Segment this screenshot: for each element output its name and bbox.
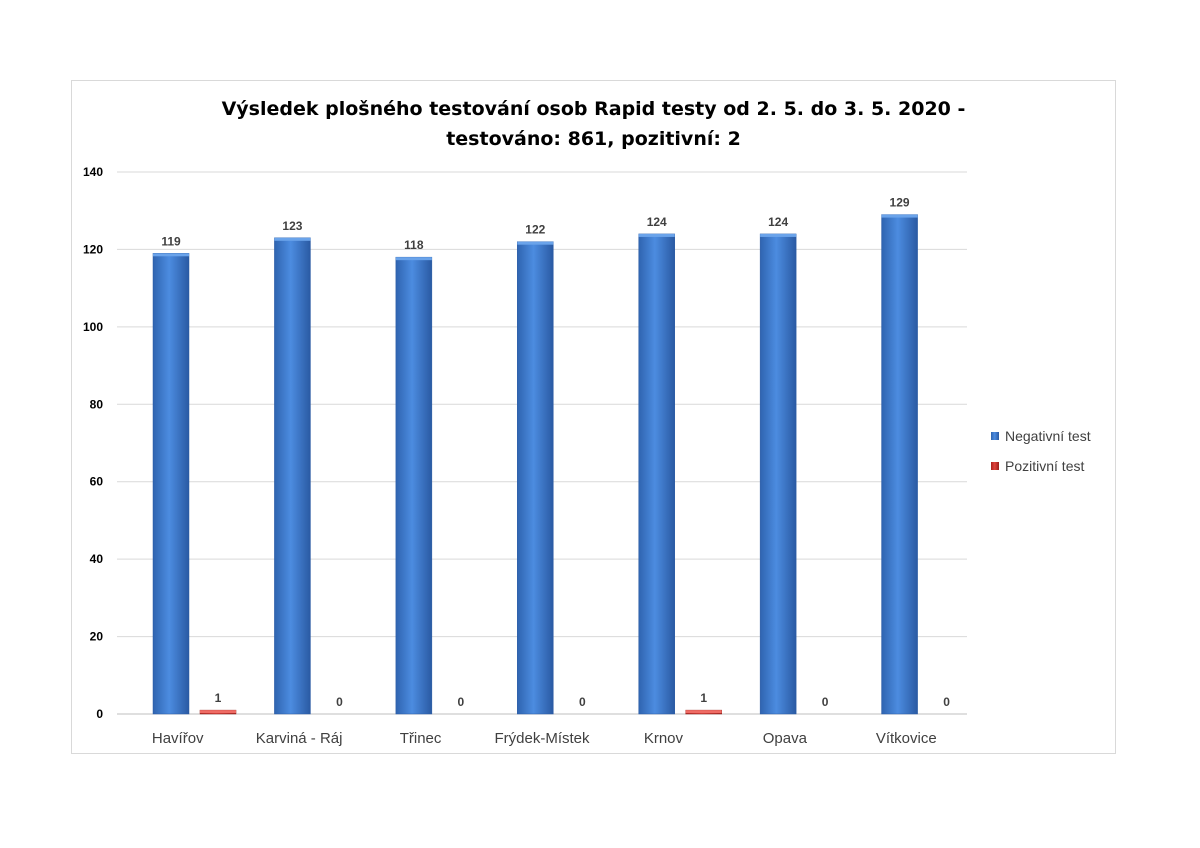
data-label: 0	[579, 695, 586, 709]
y-tick-label: 80	[90, 397, 104, 411]
bar-cap	[395, 257, 432, 261]
y-tick-label: 0	[96, 707, 103, 721]
bar-cap	[153, 253, 189, 257]
y-tick-label: 20	[90, 630, 104, 644]
data-label: 1	[700, 691, 707, 705]
data-label: 123	[282, 219, 302, 233]
legend-swatch	[991, 462, 999, 470]
chart-title-line-2: testováno: 861, pozitivní: 2	[446, 128, 741, 150]
data-label: 124	[768, 215, 788, 229]
chart-frame	[71, 80, 1116, 754]
y-tick-label: 40	[90, 552, 104, 566]
bar-negative	[395, 256, 433, 715]
data-label: 1	[215, 691, 222, 705]
data-label: 0	[336, 695, 343, 709]
legend-label: Negativní test	[1005, 428, 1091, 444]
chart-title: Výsledek plošného testování osob Rapid t…	[71, 94, 1116, 154]
bar-cap	[638, 233, 675, 237]
y-tick-label: 140	[83, 165, 103, 179]
data-label: 0	[458, 695, 465, 709]
y-tick-label: 120	[83, 242, 103, 256]
x-tick-label: Frýdek-Místek	[494, 730, 590, 747]
bar-cap	[517, 241, 554, 245]
chart-title-line-1: Výsledek plošného testování osob Rapid t…	[221, 98, 966, 120]
data-label: 119	[161, 234, 181, 248]
x-tick-label: Třinec	[400, 730, 442, 747]
bar-cap	[760, 233, 797, 237]
bar-cap	[200, 710, 236, 714]
legend-label: Pozitivní test	[1005, 458, 1084, 474]
data-label: 124	[647, 215, 667, 229]
y-tick-label: 60	[90, 475, 104, 489]
y-tick-label: 100	[83, 320, 103, 334]
data-label: 122	[525, 223, 545, 237]
x-tick-label: Havířov	[152, 730, 204, 747]
data-label: 0	[943, 695, 950, 709]
legend-swatch	[991, 432, 999, 440]
bar-cap	[881, 214, 918, 218]
bar-negative	[638, 233, 675, 715]
bar-cap	[274, 237, 311, 241]
x-tick-label: Vítkovice	[876, 730, 937, 747]
data-label: 129	[890, 196, 910, 210]
data-label: 0	[822, 695, 829, 709]
x-tick-label: Krnov	[644, 730, 684, 747]
x-tick-label: Karviná - Ráj	[256, 730, 343, 747]
bar-negative	[881, 214, 918, 715]
bar-negative	[152, 253, 190, 715]
data-label: 118	[404, 238, 424, 252]
x-tick-label: Opava	[763, 730, 808, 747]
bar-negative	[517, 241, 554, 715]
bar-cap	[685, 710, 722, 714]
bar-negative	[274, 237, 311, 715]
bar-negative	[759, 233, 797, 715]
